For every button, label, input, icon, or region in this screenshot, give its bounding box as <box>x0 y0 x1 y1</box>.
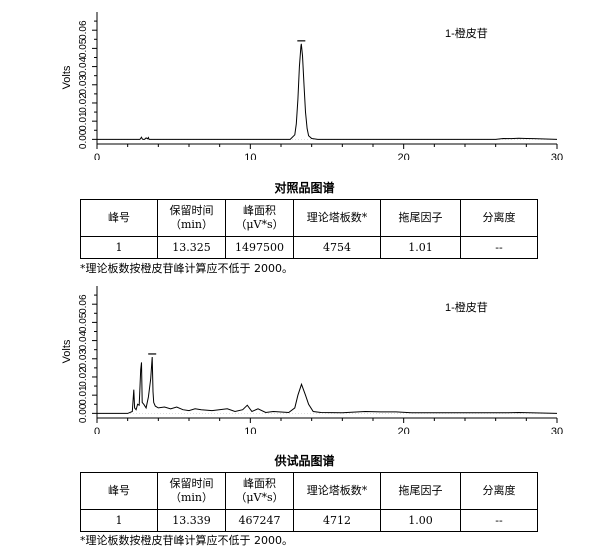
y-axis-label: Volts <box>61 65 73 89</box>
cell-tailing-factor: 1.00 <box>380 509 461 532</box>
sample-chart-title: 供试品图谱 <box>274 454 335 468</box>
table-header-row: 峰号 保留时间 （min） 峰面积 （μV*s） 理论塔板数* 拖尾因子 分离度 <box>80 472 538 510</box>
x-tick-label: 20 <box>398 152 410 160</box>
x-tick-label: 0 <box>94 152 100 160</box>
y-tick-label: 0.00 <box>78 403 89 423</box>
header-peak-number: 峰号 <box>80 199 158 237</box>
chromatogram-trace <box>97 43 558 140</box>
x-tick-label: 10 <box>244 152 256 160</box>
x-tick-label: 30 <box>551 152 563 160</box>
y-tick-label: 0.04 <box>78 330 89 350</box>
x-tick-label: 30 <box>551 426 563 434</box>
y-tick-label: 0.04 <box>78 56 89 76</box>
table-row: 1 13.325 1497500 4754 1.01 -- <box>80 236 538 259</box>
cell-peak-area: 1497500 <box>225 236 294 259</box>
reference-footnote: *理论板数按橙皮苷峰计算应不低于 2000。 <box>80 262 293 275</box>
reference-results-table: 峰号 保留时间 （min） 峰面积 （μV*s） 理论塔板数* 拖尾因子 分离度 1… <box>80 199 538 259</box>
y-tick-label: 0.06 <box>78 20 89 40</box>
header-peak-number: 峰号 <box>80 472 158 510</box>
header-tailing-factor: 拖尾因子 <box>380 472 461 510</box>
cell-peak-number: 1 <box>80 509 158 532</box>
y-tick-label: 0.00 <box>78 129 89 149</box>
cell-resolution: -- <box>460 509 538 532</box>
cell-resolution: -- <box>460 236 538 259</box>
table-header-row: 峰号 保留时间 （min） 峰面积 （μV*s） 理论塔板数* 拖尾因子 分离度 <box>80 199 538 237</box>
sample-results-table: 峰号 保留时间 （min） 峰面积 （μV*s） 理论塔板数* 拖尾因子 分离度 1… <box>80 472 538 532</box>
cell-theoretical-plates: 4754 <box>293 236 381 259</box>
header-retention-time: 保留时间 （min） <box>157 472 226 510</box>
cell-retention-time: 13.325 <box>157 236 226 259</box>
header-theoretical-plates: 理论塔板数* <box>293 472 381 510</box>
header-peak-area: 峰面积 （μV*s） <box>225 472 294 510</box>
header-retention-time: 保留时间 （min） <box>157 199 226 237</box>
reference-chromatogram: 01020300.000.010.020.030.040.050.06Time … <box>0 0 609 160</box>
y-tick-label: 0.06 <box>78 294 89 314</box>
cell-retention-time: 13.339 <box>157 509 226 532</box>
sample-chromatogram-plot: 01020300.000.010.020.030.040.050.06Time … <box>61 286 563 434</box>
table-row: 1 13.339 467247 4712 1.00 -- <box>80 509 538 532</box>
reference-chromatogram-plot: 01020300.000.010.020.030.040.050.06Time … <box>61 12 563 160</box>
y-tick-label: 0.02 <box>78 367 89 387</box>
y-tick-label: 0.03 <box>78 75 89 95</box>
x-tick-label: 20 <box>398 426 410 434</box>
cell-theoretical-plates: 4712 <box>293 509 381 532</box>
y-tick-label: 0.01 <box>78 111 89 131</box>
peak-legend-label: 1-橙皮苷 <box>445 300 488 314</box>
reference-chart-title: 对照品图谱 <box>274 181 335 195</box>
x-tick-label: 0 <box>94 426 100 434</box>
header-resolution: 分离度 <box>460 472 538 510</box>
header-peak-area: 峰面积 （μV*s） <box>225 199 294 237</box>
y-tick-label: 0.02 <box>78 93 89 113</box>
y-tick-label: 0.05 <box>78 38 89 58</box>
sample-footnote: *理论板数按橙皮苷峰计算应不低于 2000。 <box>80 534 293 547</box>
sample-chromatogram: 01020300.000.010.020.030.040.050.06Time … <box>0 274 609 434</box>
cell-tailing-factor: 1.01 <box>380 236 461 259</box>
y-tick-label: 0.01 <box>78 385 89 405</box>
cell-peak-area: 467247 <box>225 509 294 532</box>
header-resolution: 分离度 <box>460 199 538 237</box>
chromatogram-trace <box>97 356 558 414</box>
x-tick-label: 10 <box>244 426 256 434</box>
peak-legend-label: 1-橙皮苷 <box>445 26 488 40</box>
header-theoretical-plates: 理论塔板数* <box>293 199 381 237</box>
y-tick-label: 0.05 <box>78 312 89 332</box>
cell-peak-number: 1 <box>80 236 158 259</box>
y-axis-label: Volts <box>61 339 73 363</box>
y-tick-label: 0.03 <box>78 349 89 369</box>
header-tailing-factor: 拖尾因子 <box>380 199 461 237</box>
